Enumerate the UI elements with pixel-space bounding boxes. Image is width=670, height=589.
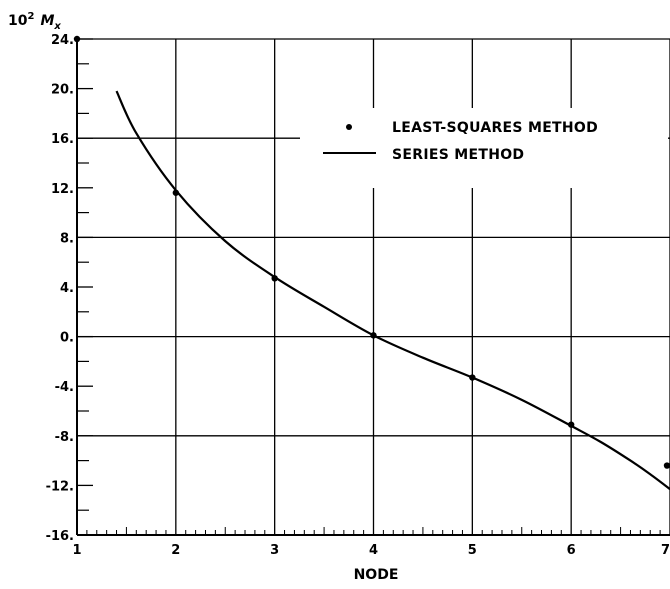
data-point (370, 332, 377, 339)
data-point (663, 462, 670, 469)
series-points (73, 35, 670, 469)
x-tick-label: 5 (468, 543, 477, 558)
y-axis-title-prefix: 10 (8, 13, 28, 29)
x-tick-label: 2 (171, 543, 180, 558)
data-point (73, 35, 81, 43)
x-axis-title: NODE (354, 567, 399, 583)
data-point (469, 374, 476, 381)
y-axis-ticks: 24. 20. 16. 12. 8. 4. 0. -4. -8. -12. -16. (46, 33, 93, 544)
data-point (567, 421, 575, 428)
legend-label-least-squares: LEAST-SQUARES METHOD (392, 120, 598, 136)
data-point (271, 275, 278, 282)
y-axis-title-power: 2 (27, 11, 34, 22)
y-tick-label: -12. (46, 479, 74, 494)
legend-background (300, 108, 668, 188)
y-axis-title-symbol: M (40, 13, 54, 29)
x-tick-label: 6 (567, 543, 576, 558)
y-tick-label: 24. (51, 33, 74, 48)
y-tick-label: 8. (60, 231, 74, 246)
x-tick-label: 3 (270, 543, 279, 558)
y-tick-label: 16. (51, 132, 74, 147)
x-tick-label: 7 (661, 543, 670, 558)
y-tick-label: -16. (46, 529, 74, 544)
x-tick-label: 4 (369, 543, 378, 558)
x-tick-label: 1 (72, 543, 81, 558)
y-tick-label: 4. (60, 281, 74, 296)
x-axis-ticks: 1 2 3 4 5 6 7 (72, 527, 670, 558)
series-lines (115, 90, 670, 490)
series-line-1 (115, 90, 670, 490)
y-axis-title: 102 Mx (8, 11, 61, 32)
legend-marker-least-squares (346, 124, 352, 130)
legend-label-series: SERIES METHOD (392, 147, 524, 163)
y-tick-label: -4. (55, 380, 74, 395)
y-tick-label: 20. (51, 83, 74, 98)
y-axis-title-subscript: x (53, 21, 61, 32)
y-tick-label: 0. (60, 331, 74, 346)
legend: LEAST-SQUARES METHOD SERIES METHOD (300, 108, 668, 188)
data-point (172, 189, 180, 196)
y-tick-label: -8. (55, 430, 74, 445)
y-tick-label: 12. (51, 182, 74, 197)
